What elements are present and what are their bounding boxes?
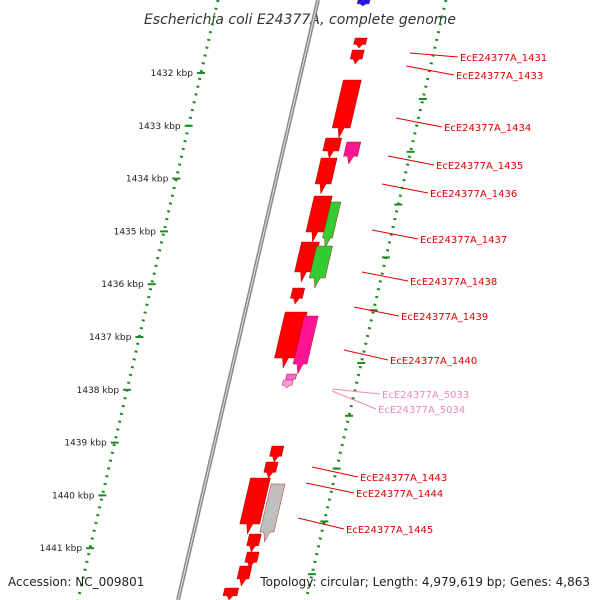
gene-label-leader — [405, 65, 455, 76]
gene-blue-feature — [356, 0, 371, 7]
gene-label-leader — [343, 349, 389, 361]
gene-1438b — [290, 287, 306, 305]
gene-label: EcE24377A_1444 — [356, 489, 443, 500]
kbp-tick-label: 1437 kbp — [89, 333, 132, 343]
gene-1444-gray — [259, 483, 286, 543]
gene-1443 — [263, 461, 279, 479]
kbp-tick-label: 1436 kbp — [101, 280, 144, 290]
gene-1431 — [353, 37, 368, 49]
topology-text: Topology: circular; Length: 4,979,619 bp… — [259, 575, 590, 589]
kbp-tick-label: 1433 kbp — [138, 122, 181, 132]
gene-label: EcE24377A_1434 — [444, 123, 531, 134]
gene-label-leader — [381, 183, 429, 194]
gene-label-leader — [395, 117, 443, 128]
gene-label: EcE24377A_5034 — [378, 405, 465, 416]
kbp-tick-label: 1434 kbp — [126, 175, 169, 185]
axis-dotted-track — [76, 0, 220, 600]
gene-label: EcE24377A_1437 — [420, 235, 507, 246]
genome-backbone-highlight — [177, 0, 319, 600]
gene-1440 — [292, 315, 319, 375]
gene-label-leader — [311, 466, 359, 478]
gene-1444 — [239, 477, 271, 535]
gene-1443a — [269, 445, 285, 463]
gene-label-leader — [331, 390, 377, 410]
kbp-tick-label: 1441 kbp — [40, 544, 83, 554]
outer-dotted-track — [304, 0, 448, 600]
gene-1445 — [246, 533, 262, 553]
gene-label: EcE24377A_1431 — [460, 53, 547, 64]
gene-label-leader — [371, 229, 419, 240]
kbp-tick-label: 1432 kbp — [151, 69, 194, 79]
gene-label-leader — [387, 155, 435, 166]
gene-label: EcE24377A_1433 — [456, 71, 543, 82]
gene-label-leader — [305, 482, 355, 494]
kbp-tick-label: 1438 kbp — [77, 386, 120, 396]
gene-labels: EcE24377A_1431 EcE24377A_1433 EcE24377A_14… — [297, 52, 547, 536]
gene-5034 — [281, 379, 294, 389]
gene-label: EcE24377A_1435 — [436, 161, 523, 172]
gene-1435 — [343, 141, 362, 165]
accession-text: Accession: NC_009801 — [8, 575, 144, 589]
genome-title: Escherichia coli E24377A, complete genom… — [144, 12, 456, 28]
gene-label: EcE24377A_1438 — [410, 277, 497, 288]
kbp-tick-label: 1435 kbp — [114, 227, 157, 237]
gene-label: EcE24377A_1445 — [346, 525, 433, 536]
gene-1445c — [236, 565, 253, 587]
gene-label-leader — [361, 271, 409, 282]
map-tracks — [76, 0, 448, 600]
kbp-tick-label: 1439 kbp — [64, 439, 107, 449]
gene-1445b — [244, 551, 260, 569]
gene-1446 — [222, 587, 240, 600]
kbp-axis: 1432 kbp 1433 kbp 1434 kbp 1435 kbp 1436 kbp… — [40, 69, 427, 576]
gene-label: EcE24377A_1440 — [390, 356, 477, 367]
gene-1434 — [331, 79, 362, 139]
gene-label: EcE24377A_5033 — [382, 390, 469, 401]
gene-label: EcE24377A_1436 — [430, 189, 517, 200]
gene-1437-multi — [322, 201, 342, 249]
gene-label-leader — [409, 52, 459, 58]
gene-label: EcE24377A_1443 — [360, 473, 447, 484]
gene-1438 — [308, 245, 333, 289]
gene-label-leader — [297, 517, 345, 530]
gene-1434b — [322, 137, 343, 159]
gene-features — [222, 0, 371, 600]
gene-1433 — [349, 49, 365, 65]
gene-label-leader — [331, 388, 381, 395]
gene-label-leader — [353, 306, 400, 317]
kbp-tick-label: 1440 kbp — [52, 491, 95, 501]
gene-label: EcE24377A_1439 — [401, 312, 488, 323]
gene-1436 — [314, 157, 338, 195]
